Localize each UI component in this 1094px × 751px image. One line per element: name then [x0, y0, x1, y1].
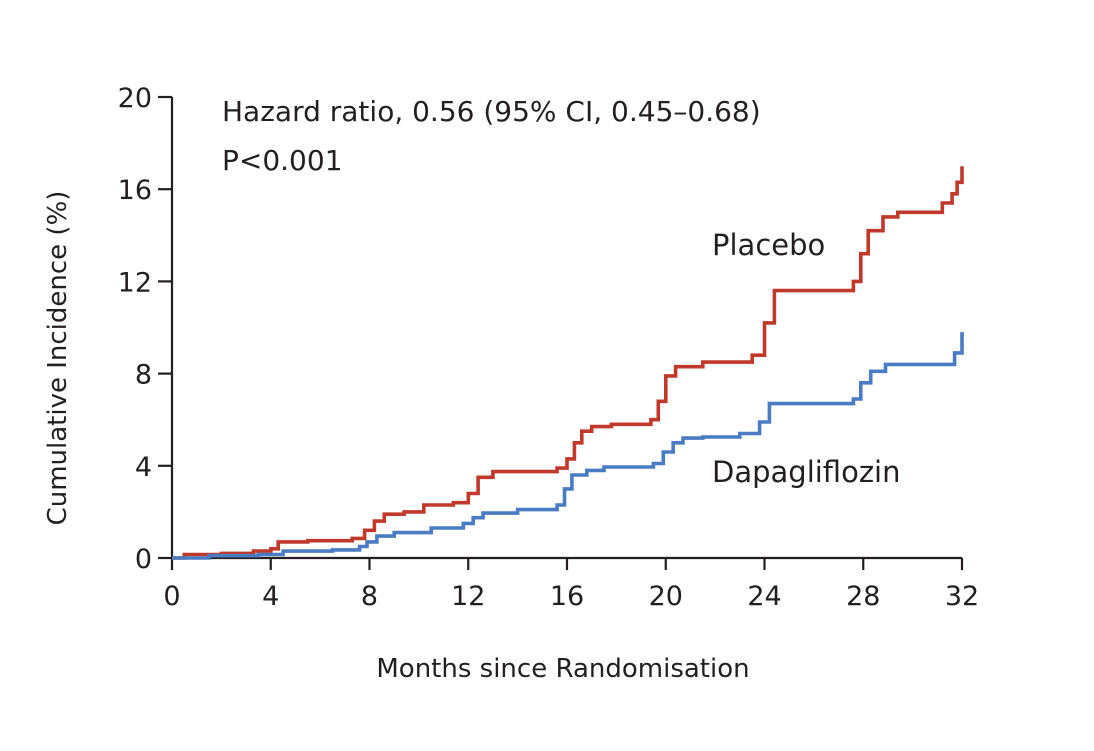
- x-tick-label: 24: [747, 581, 781, 612]
- y-tick-label: 4: [135, 452, 152, 483]
- y-tick-label: 0: [135, 544, 152, 575]
- series-label-dapagliflozin: Dapagliflozin: [712, 455, 900, 489]
- p-value-annotation: P<0.001: [222, 144, 343, 177]
- x-tick-label: 16: [550, 581, 584, 612]
- ticks: 0 4 8 12 16 20 0 4 8 12 16 20 24 28 32: [118, 83, 980, 612]
- y-tick-label: 12: [118, 267, 152, 298]
- series-line-placebo: [172, 166, 964, 560]
- x-tick-label: 0: [163, 581, 180, 612]
- hazard-ratio-annotation: Hazard ratio, 0.56 (95% CI, 0.45–0.68): [222, 95, 761, 128]
- x-tick-label: 4: [262, 581, 279, 612]
- y-axis-title: Cumulative Incidence (%): [43, 191, 73, 526]
- y-tick-label: 20: [118, 83, 152, 114]
- x-tick-label: 12: [451, 581, 485, 612]
- series-lines: [172, 166, 964, 560]
- x-tick-label: 32: [945, 581, 979, 612]
- series-line-dapagliflozin: [172, 332, 964, 560]
- x-tick-label: 8: [361, 581, 378, 612]
- x-tick-label: 28: [846, 581, 880, 612]
- x-axis-title: Months since Randomisation: [376, 654, 749, 684]
- y-tick-label: 8: [135, 360, 152, 391]
- y-tick-label: 16: [118, 175, 152, 206]
- x-tick-label: 20: [649, 581, 683, 612]
- series-label-placebo: Placebo: [712, 228, 825, 262]
